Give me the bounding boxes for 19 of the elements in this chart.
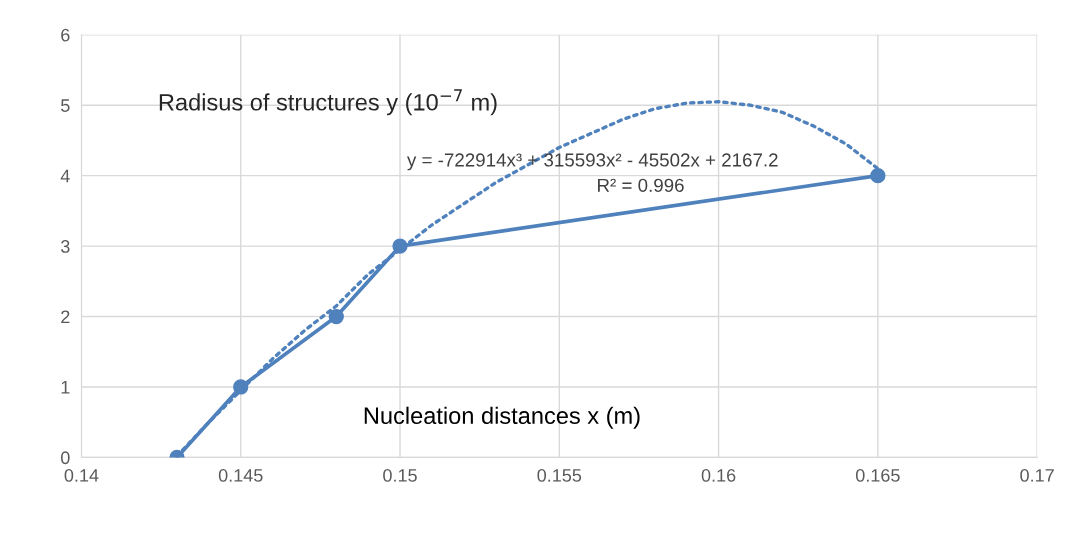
y-tick-label: 0 (61, 451, 70, 465)
y-tick-label: 6 (61, 28, 70, 42)
point (870, 168, 886, 184)
y-tick-label: 1 (61, 381, 70, 394)
x-tick-label: 0.16 (701, 469, 736, 482)
x-tick-label: 0.155 (537, 469, 582, 482)
x-tick-label: 0.165 (855, 469, 900, 482)
point (328, 308, 344, 325)
y-tick-label: 2 (61, 310, 70, 324)
x-tick-label: 0.15 (383, 469, 417, 482)
x-tick-label: 0.14 (64, 469, 99, 482)
y-tick-label: 5 (61, 99, 70, 112)
x-tick-label: 0.145 (218, 469, 263, 482)
annotation: R² = 0.996 (598, 178, 684, 192)
y-tick-label: 4 (60, 169, 70, 183)
y-tick-label: 3 (60, 240, 70, 253)
y-axis-title: Radisus of structures y (10$^{−7}$ m) (159, 89, 497, 116)
x-tick-label: 0.17 (1020, 469, 1054, 482)
x-axis-title: Nucleation distances x (m) (364, 406, 640, 429)
